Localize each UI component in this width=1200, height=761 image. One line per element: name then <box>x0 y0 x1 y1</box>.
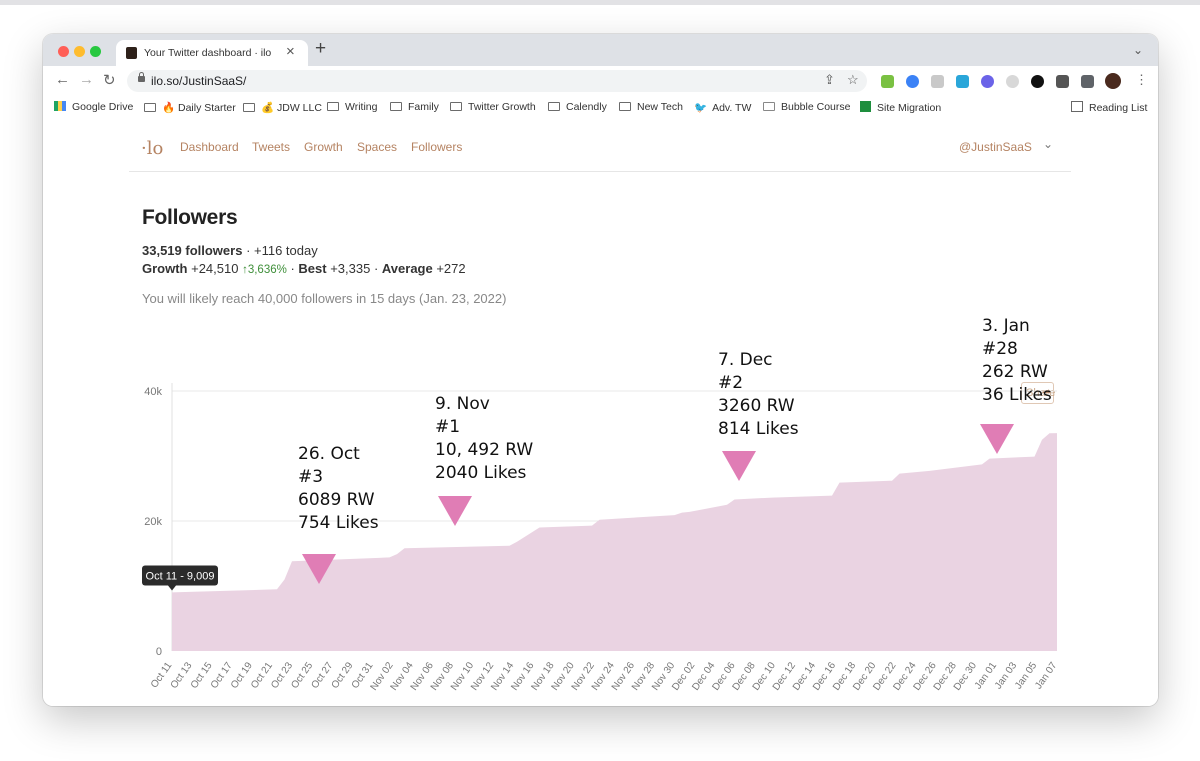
extension-vimeo-icon[interactable] <box>956 75 969 88</box>
y-tick-label: 20k <box>144 516 162 528</box>
google-drive-icon <box>54 101 66 111</box>
followers-area <box>172 433 1057 651</box>
growth-percent: ↑3,636% <box>242 264 287 276</box>
annotation-oct-26: 26. Oct #3 6089 RW 754 Likes <box>298 444 379 533</box>
minimize-window-button[interactable] <box>74 46 85 57</box>
extensions-puzzle-icon[interactable] <box>1081 75 1094 88</box>
bookmark-star-icon[interactable]: ☆ <box>847 72 859 87</box>
bookmark-daily-starter[interactable]: 🔥 Daily Starter <box>144 101 236 114</box>
nav-growth[interactable]: Growth <box>304 140 343 154</box>
profile-avatar[interactable] <box>1105 73 1121 89</box>
nav-spaces[interactable]: Spaces <box>357 140 398 154</box>
follower-prediction: You will likely reach 40,000 followers i… <box>142 291 507 306</box>
annotation-jan-3: 3. Jan #28 262 RW 36 Likes <box>982 316 1052 405</box>
tooltip-pointer <box>168 585 176 591</box>
bookmark-adv-tw[interactable]: 🐦 Adv. TW <box>694 102 752 114</box>
bookmark-new-tech[interactable]: New Tech <box>619 101 683 113</box>
x-tick-label: Jan 07 <box>1033 660 1059 691</box>
annotation-marker <box>302 554 336 584</box>
ilo-logo[interactable]: ·lo <box>141 138 164 159</box>
maximize-window-button[interactable] <box>90 46 101 57</box>
browser-toolbar: ← → ↻ ilo.so/JustinSaaS/ ⇪ ☆ ⋮ <box>43 66 1158 96</box>
new-tab-icon[interactable]: + <box>315 38 327 59</box>
folder-icon <box>390 102 402 111</box>
sheets-icon <box>860 101 871 112</box>
extension-k-icon[interactable] <box>931 75 944 88</box>
tab-bar: Your Twitter dashboard · ilo × + ⌄ <box>43 34 1158 66</box>
reload-icon[interactable]: ↻ <box>103 72 116 89</box>
extension-bu-icon[interactable] <box>881 75 894 88</box>
follower-count: 33,519 followers · +116 today <box>142 243 318 258</box>
y-tick-label: 0 <box>156 646 162 658</box>
nav-tweets[interactable]: Tweets <box>252 140 291 154</box>
y-tick-label: 40k <box>144 386 162 398</box>
nav-dashboard[interactable]: Dashboard <box>180 140 239 154</box>
nav-followers[interactable]: Followers <box>411 140 463 154</box>
browser-menu-icon[interactable]: ⋮ <box>1135 72 1148 87</box>
bookmark-jdw-llc[interactable]: 💰 JDW LLC <box>243 101 322 114</box>
page-icon <box>763 102 775 111</box>
folder-icon <box>450 102 462 111</box>
share-arrow-icon: ➦ <box>1042 386 1052 398</box>
annotation-dec-7: 7. Dec #2 3260 RW 814 Likes <box>718 350 799 439</box>
twitter-bird-icon: 🐦 <box>694 102 708 114</box>
folder-icon <box>327 102 339 111</box>
bookmark-family[interactable]: Family <box>390 101 439 113</box>
extension-dot-icon[interactable] <box>1031 75 1044 88</box>
folder-icon <box>619 102 631 111</box>
address-bar[interactable]: ilo.so/JustinSaaS/ ⇪ ☆ <box>127 70 867 92</box>
back-arrow-icon[interactable]: ← <box>55 71 70 88</box>
bookmark-bubble-course[interactable]: Bubble Course <box>763 101 850 113</box>
extension-gear-icon[interactable] <box>981 75 994 88</box>
account-handle[interactable]: @JustinSaaS <box>959 140 1032 154</box>
tab-title: Your Twitter dashboard · ilo <box>144 47 272 59</box>
forward-arrow-icon[interactable]: → <box>79 71 94 88</box>
browser-window: Your Twitter dashboard · ilo × + ⌄ ← → ↻… <box>43 34 1158 706</box>
share-button[interactable]: Share ➦ <box>1021 382 1056 404</box>
bookmark-google-drive[interactable]: Google Drive <box>54 101 133 113</box>
lock-icon <box>138 72 145 82</box>
reading-list-icon <box>1071 101 1083 112</box>
tooltip-text: Oct 11 - 9,009 <box>146 570 215 582</box>
bookmark-writing[interactable]: Writing <box>327 101 377 113</box>
share-label: Share <box>1026 387 1056 399</box>
bookmark-site-migration[interactable]: Site Migration <box>860 101 941 114</box>
extension-tag-icon[interactable] <box>1056 75 1069 88</box>
annotation-marker <box>438 496 472 526</box>
tab-search-chevron-icon[interactable]: ⌄ <box>1133 43 1144 57</box>
browser-tab[interactable]: Your Twitter dashboard · ilo × <box>116 40 308 66</box>
close-window-button[interactable] <box>58 46 69 57</box>
url-text[interactable]: ilo.so/JustinSaaS/ <box>151 74 247 88</box>
tab-close-icon[interactable]: × <box>286 43 295 60</box>
bookmark-twitter-growth[interactable]: Twitter Growth <box>450 101 536 113</box>
folder-icon <box>548 102 560 111</box>
tab-favicon-icon <box>126 47 137 59</box>
page-title: Followers <box>142 206 238 229</box>
extension-moon-icon[interactable] <box>1006 75 1019 88</box>
growth-stats: Growth +24,510 ↑3,636% · Best +3,335 · A… <box>142 261 466 276</box>
reading-list-button[interactable]: Reading List <box>1071 101 1147 114</box>
annotation-marker <box>980 424 1014 454</box>
bookmark-calendly[interactable]: Calendly <box>548 101 607 113</box>
tooltip-box <box>142 565 218 586</box>
header-divider <box>129 171 1071 172</box>
extension-circle-icon[interactable] <box>906 75 919 88</box>
account-chevron-down-icon[interactable]: ⌄ <box>1043 137 1054 151</box>
top-edge <box>0 0 1200 5</box>
folder-icon <box>144 103 156 112</box>
annotation-nov-9: 9. Nov #1 10, 492 RW 2040 Likes <box>435 394 534 483</box>
annotation-marker <box>722 451 756 481</box>
folder-icon <box>243 103 255 112</box>
share-page-icon[interactable]: ⇪ <box>824 72 835 87</box>
